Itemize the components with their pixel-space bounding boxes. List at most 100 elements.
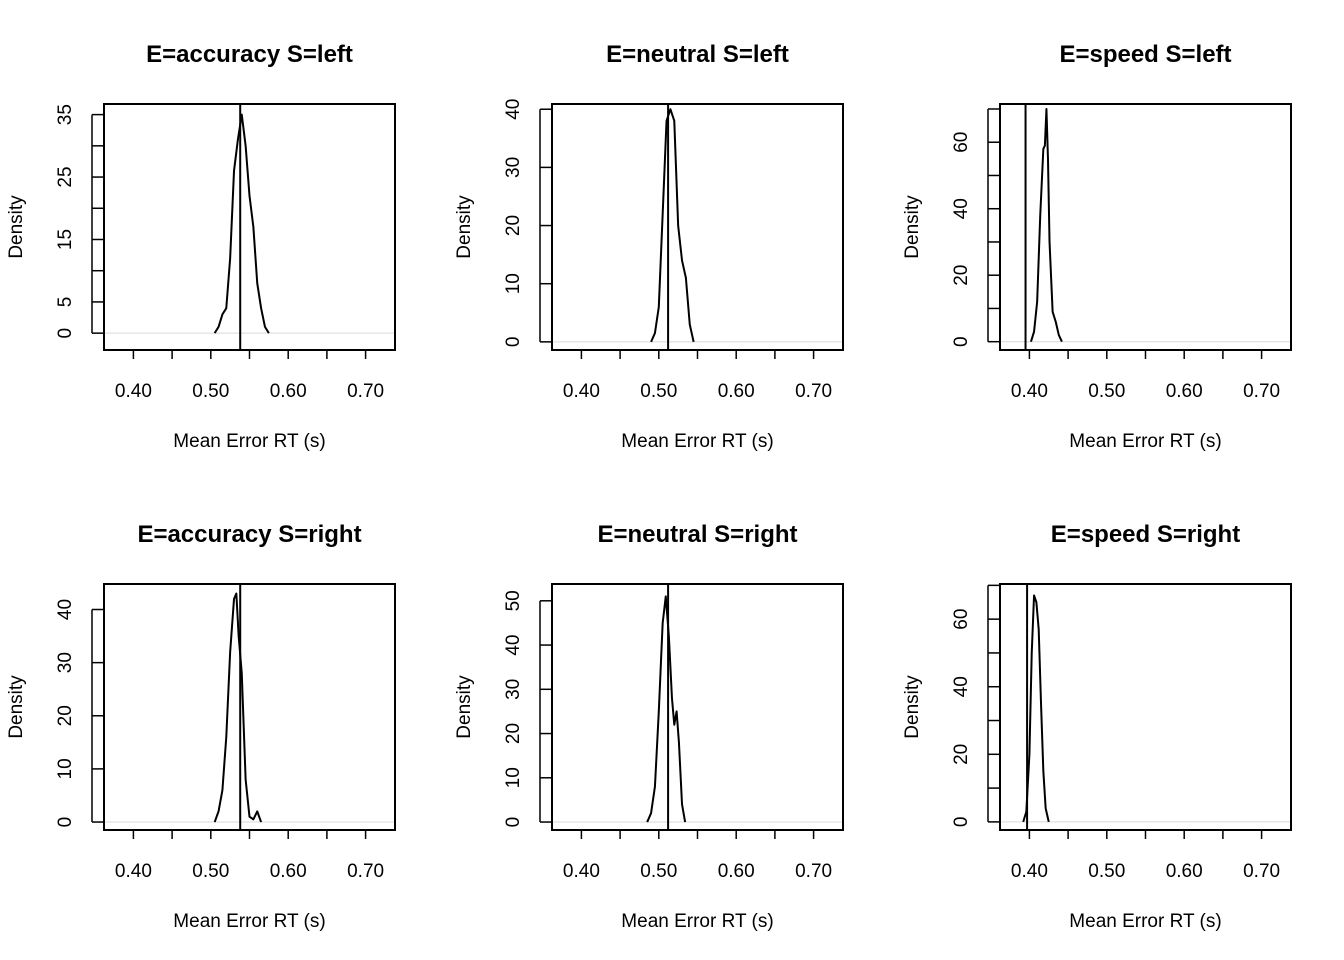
x-tick-label: 0.40: [563, 381, 600, 402]
x-tick-label: 0.60: [1166, 861, 1203, 882]
x-tick-label: 0.40: [115, 381, 152, 402]
x-axis-label: Mean Error RT (s): [621, 431, 773, 452]
y-tick-label: 0: [503, 817, 524, 828]
x-axis: 0.40 0.50 0.60 0.70: [115, 349, 384, 402]
y-tick-label: 40: [951, 676, 972, 697]
x-tick-label: 0.40: [563, 861, 600, 882]
y-tick-label: 20: [55, 705, 76, 726]
x-tick-label: 0.50: [640, 861, 677, 882]
y-tick-label: 40: [55, 599, 76, 620]
x-tick-label: 0.50: [1088, 381, 1125, 402]
x-axis: 0.40 0.50 0.60 0.70: [563, 829, 832, 882]
x-tick-label: 0.70: [795, 381, 832, 402]
y-axis: 0 10 20 30 40: [503, 99, 552, 347]
y-tick-label: 50: [503, 590, 524, 611]
y-tick-label: 30: [55, 652, 76, 673]
y-axis: 0 10 20 30 40 50: [503, 590, 552, 827]
panel-5: E=neutral S=right 0.40 0.50 0.60 0.70 Mean Er…: [454, 521, 844, 932]
y-tick-label: 40: [503, 99, 524, 120]
y-axis-label: Density: [6, 195, 27, 259]
x-axis-label: Mean Error RT (s): [173, 911, 325, 932]
plot-frame: [551, 583, 844, 831]
density-curve: [646, 595, 687, 823]
panel-title: E=neutral S=right: [597, 521, 797, 548]
y-tick-label: 20: [503, 215, 524, 236]
x-axis-label: Mean Error RT (s): [1069, 911, 1221, 932]
x-tick-label: 0.40: [1011, 861, 1048, 882]
y-tick-label: 30: [503, 157, 524, 178]
y-tick-label: 10: [503, 767, 524, 788]
panel-title: E=neutral S=left: [606, 41, 789, 68]
y-axis-label: Density: [454, 675, 475, 739]
density-curve: [213, 113, 270, 334]
panel-3: E=speed S=left 0.40 0.50 0.60 0.70 Mean Error…: [902, 41, 1292, 452]
y-axis: 0 5 15 25 35: [55, 104, 104, 338]
plot-frame: [103, 103, 396, 351]
y-axis: 0 20 40 60: [951, 584, 1000, 828]
y-tick-label: 10: [503, 273, 524, 294]
panel-title: E=accuracy S=left: [146, 41, 353, 68]
y-axis-label: Density: [6, 675, 27, 739]
panel-6: E=speed S=right 0.40 0.50 0.60 0.70 Mean Erro…: [902, 521, 1292, 932]
y-tick-label: 60: [951, 609, 972, 630]
x-tick-label: 0.70: [347, 861, 384, 882]
x-tick-label: 0.60: [718, 381, 755, 402]
y-tick-label: 0: [951, 817, 972, 828]
plot-frame: [999, 583, 1292, 831]
x-tick-label: 0.50: [192, 381, 229, 402]
y-tick-label: 30: [503, 679, 524, 700]
y-tick-label: 0: [951, 336, 972, 347]
y-tick-label: 40: [503, 634, 524, 655]
density-curve: [1030, 107, 1063, 343]
x-axis: 0.40 0.50 0.60 0.70: [115, 829, 384, 882]
y-tick-label: 20: [951, 744, 972, 765]
x-tick-label: 0.70: [1243, 861, 1280, 882]
y-tick-label: 0: [55, 817, 76, 828]
x-axis: 0.40 0.50 0.60 0.70: [563, 349, 832, 402]
x-axis: 0.40 0.50 0.60 0.70: [1011, 349, 1280, 402]
x-axis-label: Mean Error RT (s): [1069, 431, 1221, 452]
y-tick-label: 10: [55, 758, 76, 779]
x-tick-label: 0.60: [270, 861, 307, 882]
x-axis-label: Mean Error RT (s): [621, 911, 773, 932]
plot-frame: [103, 583, 396, 831]
x-tick-label: 0.60: [1166, 381, 1203, 402]
y-tick-label: 60: [951, 132, 972, 153]
y-tick-label: 20: [503, 723, 524, 744]
x-tick-label: 0.40: [115, 861, 152, 882]
x-tick-label: 0.50: [192, 861, 229, 882]
panel-title: E=speed S=left: [1059, 41, 1231, 68]
x-axis: 0.40 0.50 0.60 0.70: [1011, 829, 1280, 882]
x-tick-label: 0.40: [1011, 381, 1048, 402]
plot-frame: [551, 103, 844, 351]
panel-title: E=speed S=right: [1051, 521, 1240, 548]
y-tick-label: 5: [55, 297, 76, 308]
y-tick-label: 15: [55, 229, 76, 250]
density-curve: [1022, 594, 1050, 823]
y-tick-label: 0: [503, 337, 524, 348]
plot-frame: [999, 103, 1292, 351]
panel-4: E=accuracy S=right 0.40 0.50 0.60 0.70 Mean E…: [6, 521, 396, 932]
y-axis: 0 20 40 60: [951, 108, 1000, 347]
y-tick-label: 35: [55, 104, 76, 125]
x-tick-label: 0.50: [640, 381, 677, 402]
panel-2: E=neutral S=left 0.40 0.50 0.60 0.70 Mean Err…: [454, 41, 844, 452]
y-axis-label: Density: [454, 195, 475, 259]
x-tick-label: 0.70: [795, 861, 832, 882]
x-tick-label: 0.60: [718, 861, 755, 882]
x-axis-label: Mean Error RT (s): [173, 431, 325, 452]
y-tick-label: 40: [951, 198, 972, 219]
panel-title: E=accuracy S=right: [137, 521, 361, 548]
density-curve: [213, 592, 263, 823]
y-axis: 0 10 20 30 40: [55, 599, 104, 827]
y-tick-label: 25: [55, 166, 76, 187]
x-tick-label: 0.50: [1088, 861, 1125, 882]
x-tick-label: 0.70: [1243, 381, 1280, 402]
x-tick-label: 0.60: [270, 381, 307, 402]
x-tick-label: 0.70: [347, 381, 384, 402]
y-tick-label: 0: [55, 328, 76, 339]
y-axis-label: Density: [902, 195, 923, 259]
y-axis-label: Density: [902, 675, 923, 739]
panel-1: E=accuracy S=left 0.40 0.50 0.60 0.70 Mean Er…: [6, 41, 396, 452]
